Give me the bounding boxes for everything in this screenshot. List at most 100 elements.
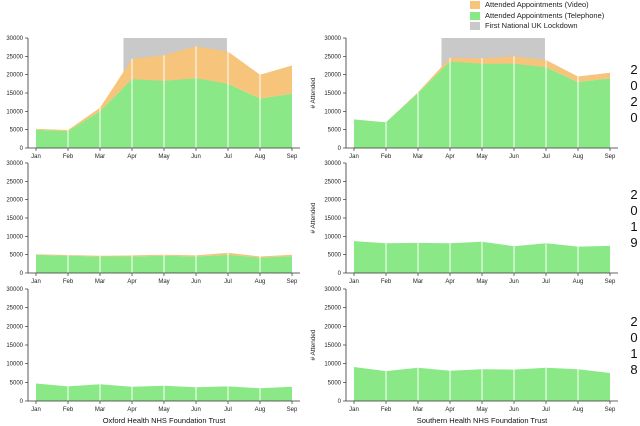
year-label-char: 0 — [630, 78, 637, 93]
x-tick-label: Feb — [63, 407, 74, 413]
y-tick-label: 10000 — [324, 362, 341, 368]
panel-southern-2020: 0 5000 10000 15000 20000 25000 30000 Jan Feb Mar A… — [310, 36, 638, 160]
y-tick-label: 5000 — [328, 128, 342, 134]
x-tick-label: May — [158, 154, 169, 160]
x-tick-label: Apr — [127, 154, 136, 160]
column-title-southern: Southern Health NHS Foundation Trust — [417, 416, 548, 425]
x-tick-label: Sep — [287, 407, 298, 413]
x-tick-label: Mar — [413, 407, 423, 413]
x-tick-label: Mar — [95, 154, 105, 160]
x-tick-label: Jul — [224, 154, 232, 160]
x-tick-label: Apr — [445, 279, 454, 285]
legend-item-telephone: Attended Appointments (Telephone) — [470, 11, 604, 22]
legend-label-lockdown: First National UK Lockdown — [485, 21, 578, 30]
x-tick-label: Aug — [255, 407, 266, 413]
x-tick-label: Jun — [509, 407, 519, 413]
y-tick-label: 0 — [338, 399, 342, 405]
x-tick-label: Apr — [445, 154, 454, 160]
x-tick-label: Jan — [349, 279, 359, 285]
panel-southern-2018: 0 5000 10000 15000 20000 25000 30000 Jan Feb Mar A… — [310, 287, 638, 413]
y-tick-label: 15000 — [324, 91, 341, 97]
y-tick-label: 5000 — [10, 380, 24, 386]
x-tick-label: Feb — [381, 279, 392, 285]
legend-swatch-video — [470, 1, 480, 10]
year-label-char: 8 — [630, 362, 637, 377]
x-tick-label: Mar — [413, 154, 423, 160]
y-tick-label: 15000 — [324, 343, 341, 349]
y-tick-label: 15000 — [6, 91, 23, 97]
y-tick-label: 0 — [20, 271, 24, 277]
y-tick-label: 10000 — [6, 109, 23, 115]
panel-oxford-2018: 0 5000 10000 15000 20000 25000 30000 Jan Feb Mar A… — [6, 287, 300, 413]
x-tick-label: Apr — [127, 279, 136, 285]
x-tick-label: Aug — [255, 279, 266, 285]
y-tick-label: 20000 — [6, 324, 23, 330]
y-tick-label: 25000 — [324, 179, 341, 185]
x-tick-label: Jan — [31, 279, 41, 285]
x-tick-label: Sep — [287, 154, 298, 160]
y-axis-label: # Attended — [310, 202, 317, 233]
year-label-char: 2 — [630, 94, 637, 109]
x-tick-label: Jun — [191, 279, 201, 285]
x-tick-label: Aug — [255, 154, 266, 160]
y-tick-label: 0 — [20, 399, 24, 405]
y-tick-label: 25000 — [6, 54, 23, 60]
legend-label-telephone: Attended Appointments (Telephone) — [485, 10, 605, 20]
x-tick-label: Jul — [224, 279, 232, 285]
y-tick-label: 0 — [20, 146, 24, 152]
x-tick-label: Aug — [573, 279, 584, 285]
year-label-char: 1 — [630, 346, 637, 361]
y-axis-label: # Attended — [310, 77, 317, 108]
legend-swatch-lockdown — [470, 22, 480, 31]
x-tick-label: Aug — [573, 154, 584, 160]
x-tick-label: May — [158, 407, 169, 413]
x-tick-label: Jul — [542, 154, 550, 160]
x-tick-label: May — [476, 407, 487, 413]
legend: Attended Appointments (Video) Attended A… — [470, 0, 604, 32]
x-tick-label: Jun — [509, 279, 519, 285]
x-tick-label: Jan — [349, 407, 359, 413]
legend-label-video: Attended Appointments (Video) — [485, 0, 589, 9]
y-tick-label: 5000 — [328, 380, 342, 386]
y-tick-label: 15000 — [6, 216, 23, 222]
x-tick-label: May — [158, 279, 169, 285]
x-tick-label: Mar — [95, 407, 105, 413]
x-tick-label: Aug — [573, 407, 584, 413]
y-tick-label: 20000 — [6, 198, 23, 204]
y-tick-label: 30000 — [324, 287, 341, 293]
x-tick-label: Mar — [413, 279, 423, 285]
x-tick-label: Jul — [542, 407, 550, 413]
y-tick-label: 25000 — [6, 306, 23, 312]
legend-item-lockdown: First National UK Lockdown — [470, 21, 604, 32]
x-tick-label: Apr — [127, 407, 136, 413]
y-tick-label: 20000 — [324, 73, 341, 79]
x-tick-label: Apr — [445, 407, 454, 413]
y-tick-label: 5000 — [10, 253, 24, 259]
y-tick-label: 10000 — [6, 234, 23, 240]
y-tick-label: 25000 — [324, 306, 341, 312]
x-tick-label: Sep — [287, 279, 298, 285]
y-tick-label: 10000 — [324, 234, 341, 240]
x-tick-label: Sep — [605, 407, 616, 413]
year-label-char: 0 — [630, 110, 637, 125]
legend-swatch-telephone — [470, 11, 480, 20]
year-label-char: 2 — [630, 187, 637, 202]
y-tick-label: 30000 — [324, 36, 341, 42]
y-tick-label: 30000 — [6, 287, 23, 293]
x-tick-label: Feb — [63, 279, 74, 285]
x-tick-label: Jan — [31, 407, 41, 413]
year-label-char: 0 — [630, 330, 637, 345]
x-tick-label: Jun — [509, 154, 519, 160]
y-tick-label: 20000 — [324, 198, 341, 204]
y-tick-label: 20000 — [6, 73, 23, 79]
x-tick-label: Sep — [605, 279, 616, 285]
panel-oxford-2019: 0 5000 10000 15000 20000 25000 30000 Jan Feb Mar A… — [6, 161, 300, 285]
year-label-char: 2 — [630, 62, 637, 77]
y-tick-label: 30000 — [6, 161, 23, 167]
x-tick-label: May — [476, 154, 487, 160]
x-tick-label: Mar — [95, 279, 105, 285]
x-tick-label: May — [476, 279, 487, 285]
x-tick-label: Jan — [31, 154, 41, 160]
year-label-char: 1 — [630, 219, 637, 234]
